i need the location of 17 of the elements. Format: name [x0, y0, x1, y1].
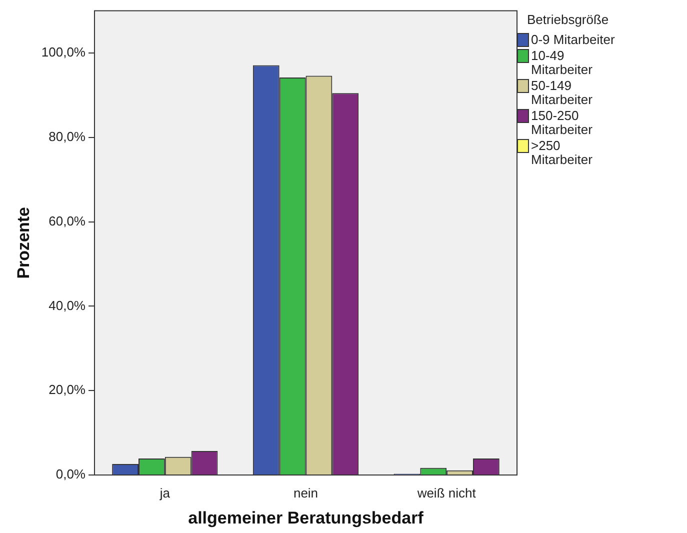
x-axis-title: allgemeiner Beratungsbedarf [188, 508, 424, 528]
legend-label: 50-149 Mitarbeiter [531, 78, 594, 107]
y-tick-label: 20,0% [48, 382, 86, 398]
legend-label: >250 Mitarbeiter [531, 138, 594, 167]
legend-label: 10-49 Mitarbeiter [531, 48, 594, 77]
legend-label: 0-9 Mitarbeiter [531, 32, 615, 47]
y-tick-label: 100,0% [41, 44, 86, 60]
y-axis-title: Prozente [14, 207, 33, 279]
legend-title: Betriebsgröße [527, 12, 610, 27]
x-tick-label: ja [158, 485, 171, 500]
y-tick-label: 0,0% [56, 466, 86, 482]
y-tick-label: 80,0% [48, 128, 86, 144]
y-tick-label: 40,0% [48, 298, 86, 313]
x-tick-label: weiß nicht [416, 485, 476, 500]
x-tick-label: nein [293, 485, 318, 500]
y-tick-label: 60,0% [48, 213, 86, 228]
legend-label: 150-250 Mitarbeiter [531, 108, 594, 137]
